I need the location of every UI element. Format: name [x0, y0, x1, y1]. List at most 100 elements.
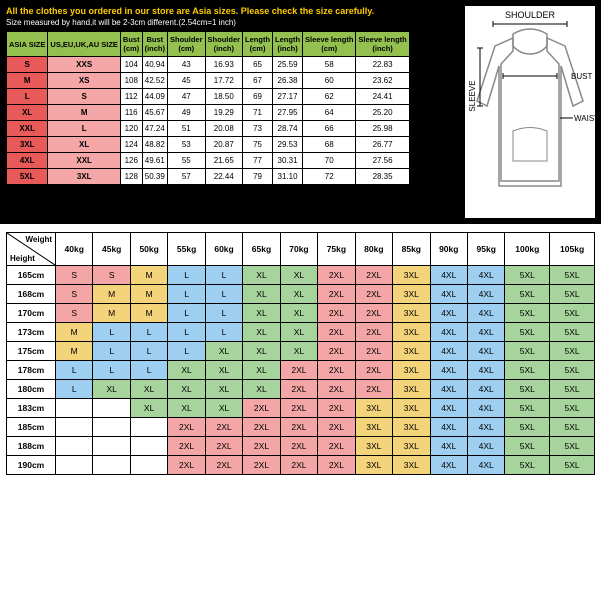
waist-label: WAIST [574, 114, 595, 123]
measurement-cell: 27.17 [273, 89, 303, 105]
recommendation-cell: XL [243, 266, 280, 285]
recommendation-cell: 2XL [280, 361, 317, 380]
measurement-cell: 77 [243, 153, 273, 169]
recommendation-cell: L [205, 304, 242, 323]
warning-asia-sizes: All the clothes you ordered in our store… [6, 6, 459, 16]
size-header-cell: ASIA SIZE [7, 32, 48, 57]
recommendation-cell: 2XL [280, 418, 317, 437]
recommendation-cell: 4XL [430, 304, 467, 323]
recommendation-cell: 5XL [550, 323, 595, 342]
recommendation-cell: 3XL [393, 456, 430, 475]
recommendation-cell: XL [168, 361, 205, 380]
recommendation-cell: XL [243, 304, 280, 323]
size-header-cell: US,EU,UK,AU SIZE [48, 32, 121, 57]
weight-header: 100kg [505, 233, 550, 266]
recommendation-cell: 2XL [355, 380, 392, 399]
weight-header: 40kg [56, 233, 93, 266]
weight-header: 60kg [205, 233, 242, 266]
recommendation-cell: 2XL [243, 418, 280, 437]
measurement-cell: 55 [168, 153, 206, 169]
recommendation-cell: M [93, 285, 130, 304]
measurement-cell: 22.83 [356, 57, 409, 73]
sleeve-label: SLEEVE [468, 80, 477, 111]
recommendation-cell: XL [280, 342, 317, 361]
measurement-cell: 25.20 [356, 105, 409, 121]
recommendation-cell: 2XL [318, 418, 355, 437]
weight-header: 75kg [318, 233, 355, 266]
recommendation-cell: 4XL [430, 418, 467, 437]
recommendation-cell: XL [205, 399, 242, 418]
weight-header: 95kg [467, 233, 504, 266]
asia-size-cell: XXL [7, 121, 48, 137]
recommendation-cell [56, 456, 93, 475]
weight-header: 80kg [355, 233, 392, 266]
recommendation-cell: L [130, 342, 167, 361]
us-size-cell: XXS [48, 57, 121, 73]
recommendation-cell: 2XL [205, 456, 242, 475]
measurement-cell: 73 [243, 121, 273, 137]
height-header: 180cm [7, 380, 56, 399]
height-header: 165cm [7, 266, 56, 285]
hoodie-diagram: SHOULDER BUST WAIST SLEEVE [465, 6, 595, 218]
measurement-cell: 47 [168, 89, 206, 105]
weight-header: 85kg [393, 233, 430, 266]
weight-header: 50kg [130, 233, 167, 266]
recommendation-cell: L [168, 285, 205, 304]
measurement-cell: 27.56 [356, 153, 409, 169]
recommendation-cell: 3XL [355, 437, 392, 456]
recommendation-cell: L [93, 323, 130, 342]
measurement-cell: 49 [168, 105, 206, 121]
top-panel: All the clothes you ordered in our store… [0, 0, 601, 224]
us-size-cell: L [48, 121, 121, 137]
recommendation-cell: 4XL [430, 437, 467, 456]
recommendation-cell [93, 456, 130, 475]
recommendation-cell: 4XL [430, 342, 467, 361]
recommendation-cell: 3XL [355, 456, 392, 475]
measurement-cell: 20.08 [205, 121, 243, 137]
recommendation-cell: XL [243, 323, 280, 342]
measurement-cell: 65 [243, 57, 273, 73]
recommendation-cell: 2XL [280, 456, 317, 475]
recommendation-cell: M [130, 304, 167, 323]
measurement-cell: 128 [120, 169, 142, 185]
measurement-cell: 112 [120, 89, 142, 105]
recommendation-cell: XL [205, 342, 242, 361]
recommendation-cell: 4XL [467, 304, 504, 323]
recommendation-cell: 2XL [355, 304, 392, 323]
recommendation-cell: 4XL [467, 266, 504, 285]
recommendation-cell: 4XL [467, 323, 504, 342]
size-header-cell: Sleeve length(cm) [303, 32, 356, 57]
recommendation-cell: 5XL [550, 437, 595, 456]
recommendation-cell: 2XL [318, 323, 355, 342]
recommendation-cell: 2XL [355, 285, 392, 304]
size-table-area: All the clothes you ordered in our store… [6, 6, 459, 218]
weight-header: 105kg [550, 233, 595, 266]
recommendation-cell: L [93, 361, 130, 380]
recommendation-cell: XL [280, 323, 317, 342]
recommendation-cell: XL [243, 285, 280, 304]
recommendation-cell: L [168, 342, 205, 361]
recommendation-cell: M [130, 285, 167, 304]
recommendation-cell: 5XL [505, 399, 550, 418]
measurement-cell: 22.44 [205, 169, 243, 185]
recommendation-cell: 5XL [550, 418, 595, 437]
recommendation-cell: 3XL [393, 285, 430, 304]
measurement-cell: 17.72 [205, 73, 243, 89]
measurement-cell: 68 [303, 137, 356, 153]
recommendation-cell: 5XL [505, 437, 550, 456]
recommendation-cell [56, 437, 93, 456]
us-size-cell: XXL [48, 153, 121, 169]
recommendation-cell: 2XL [243, 437, 280, 456]
height-header: 188cm [7, 437, 56, 456]
recommendation-cell: 5XL [505, 418, 550, 437]
recommendation-cell: 5XL [505, 304, 550, 323]
recommendation-cell: 5XL [550, 266, 595, 285]
recommendation-cell: XL [93, 380, 130, 399]
measurement-cell: 57 [168, 169, 206, 185]
recommendation-cell [93, 399, 130, 418]
size-header-cell: Length(inch) [273, 32, 303, 57]
recommendation-cell: 2XL [168, 437, 205, 456]
recommendation-cell: M [130, 266, 167, 285]
recommendation-cell: L [130, 361, 167, 380]
recommendation-cell [130, 456, 167, 475]
